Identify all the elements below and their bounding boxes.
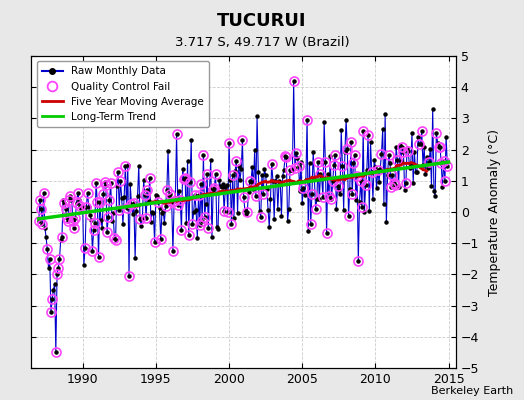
Legend: Raw Monthly Data, Quality Control Fail, Five Year Moving Average, Long-Term Tren: Raw Monthly Data, Quality Control Fail, … <box>37 61 209 127</box>
Y-axis label: Temperature Anomaly (°C): Temperature Anomaly (°C) <box>487 128 500 296</box>
Text: TUCURUI: TUCURUI <box>217 12 307 30</box>
Text: 3.717 S, 49.717 W (Brazil): 3.717 S, 49.717 W (Brazil) <box>174 36 350 49</box>
Text: Berkeley Earth: Berkeley Earth <box>431 386 514 396</box>
